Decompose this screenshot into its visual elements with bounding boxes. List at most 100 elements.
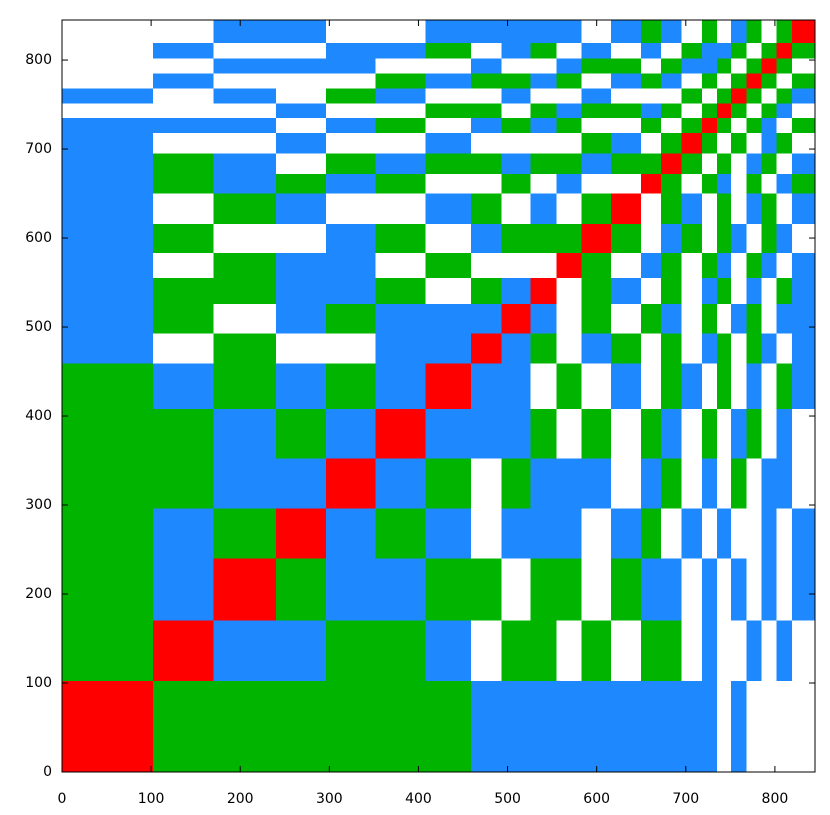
cell (530, 278, 557, 304)
cell (761, 58, 777, 74)
cell (731, 303, 747, 334)
cell (660, 88, 682, 104)
cell (610, 58, 642, 74)
cell (641, 303, 661, 334)
cell (641, 408, 661, 459)
cell (471, 408, 502, 459)
cell (681, 681, 702, 772)
cell (776, 88, 792, 104)
cell (776, 303, 792, 334)
cell (325, 508, 376, 559)
cell (731, 173, 747, 194)
x-tick-label: 700 (672, 791, 699, 807)
cell (660, 558, 682, 621)
cell (746, 253, 762, 279)
cell (610, 558, 642, 621)
cell (791, 117, 815, 134)
cell (716, 153, 732, 174)
cell (660, 43, 682, 59)
cell (425, 133, 472, 154)
cell (62, 278, 153, 304)
cell (375, 223, 426, 254)
cell (681, 620, 702, 682)
cell (530, 620, 557, 682)
cell (746, 103, 762, 118)
cell (530, 363, 557, 409)
cell (530, 103, 557, 118)
cell (660, 620, 682, 682)
cell (776, 620, 792, 682)
cell (791, 508, 815, 559)
cell (425, 58, 472, 74)
cell (701, 558, 717, 621)
cell (152, 20, 214, 44)
cell (530, 117, 557, 134)
cell (681, 278, 702, 304)
cell (425, 363, 472, 409)
cell (581, 117, 611, 134)
cell (701, 103, 717, 118)
cell (530, 20, 557, 44)
cell (275, 103, 326, 118)
cell (776, 458, 792, 509)
cell (471, 278, 502, 304)
cell (556, 117, 582, 134)
cell (375, 43, 426, 59)
cell (660, 278, 682, 304)
cell (325, 333, 376, 364)
cell (731, 223, 747, 254)
cell (425, 153, 472, 174)
cell (701, 681, 717, 772)
cell (610, 43, 642, 59)
cell (152, 73, 214, 89)
cell (152, 558, 214, 621)
cell (610, 278, 642, 304)
cell (681, 20, 702, 44)
cell (375, 363, 426, 409)
cell (746, 508, 762, 559)
cell (581, 43, 611, 59)
cell (152, 458, 214, 509)
cell (556, 153, 582, 174)
cell (731, 58, 747, 74)
cell (375, 303, 426, 334)
cell (716, 333, 732, 364)
cell (425, 333, 472, 364)
cell (776, 133, 792, 154)
cell (660, 253, 682, 279)
x-tick-label: 100 (138, 791, 165, 807)
cell (471, 508, 502, 559)
cell (701, 303, 717, 334)
cell (701, 20, 717, 44)
cell (530, 153, 557, 174)
cell (761, 363, 777, 409)
cell (681, 458, 702, 509)
cell (716, 20, 732, 44)
cell (581, 558, 611, 621)
cell (425, 681, 472, 772)
cell (152, 173, 214, 194)
cell (681, 58, 702, 74)
cell (213, 681, 276, 772)
cell (275, 681, 326, 772)
cell (641, 253, 661, 279)
cell (716, 43, 732, 59)
cell (375, 117, 426, 134)
cell (501, 43, 531, 59)
cell (746, 133, 762, 154)
cell (530, 508, 557, 559)
cell (213, 133, 276, 154)
cell (213, 193, 276, 224)
cell (660, 133, 682, 154)
cell (425, 620, 472, 682)
cell (761, 20, 777, 44)
cell (275, 193, 326, 224)
x-tick-label: 500 (494, 791, 521, 807)
cell (731, 20, 747, 44)
cell (776, 193, 792, 224)
cell (761, 153, 777, 174)
cell (375, 88, 426, 104)
cell (275, 88, 326, 104)
cell (556, 508, 582, 559)
cell (375, 253, 426, 279)
